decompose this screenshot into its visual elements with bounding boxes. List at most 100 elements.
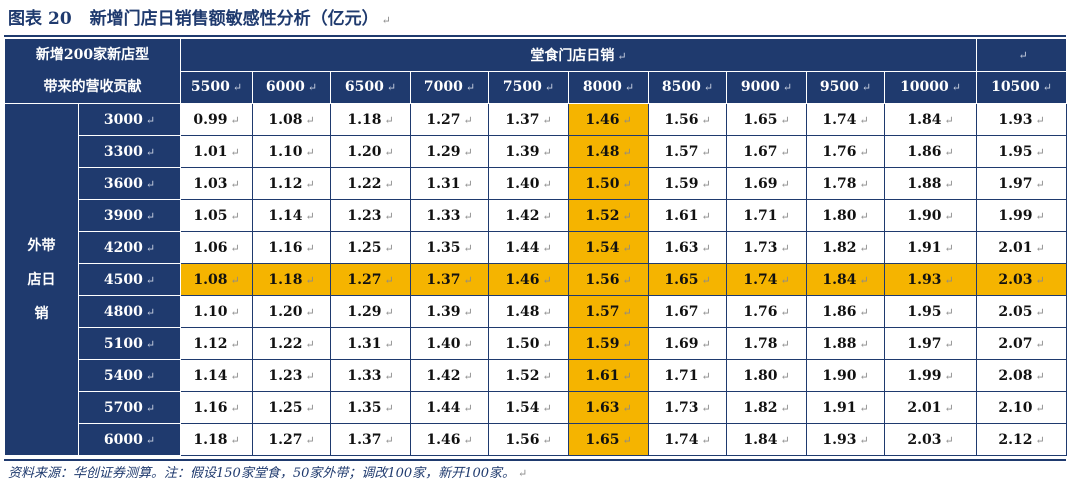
return-mark-icon: ↵ <box>701 433 711 447</box>
return-mark-icon: ↵ <box>381 14 391 27</box>
table-cell: 1.29 ↵ <box>330 295 412 328</box>
table-cell: 1.20 ↵ <box>252 295 332 328</box>
return-mark-icon: ↵ <box>305 241 315 255</box>
return-mark-icon: ↵ <box>622 401 632 415</box>
table-body: 外带 店日销 3000 ↵ 0.99 ↵ 1.08 ↵ 1.18 ↵ 1.27 ↵ 1.37 ↵ 1.46 ↵… <box>4 103 1068 456</box>
table-cell: 1.57 ↵ <box>648 135 728 168</box>
return-mark-icon: ↵ <box>230 241 240 255</box>
return-mark-icon: ↵ <box>1018 48 1028 62</box>
return-mark-icon: ↵ <box>542 273 552 287</box>
table-cell: 1.54 ↵ <box>488 391 570 424</box>
corner-line-1: 新增200家新店型 <box>35 47 150 63</box>
row-header: 3600 ↵ <box>77 167 182 200</box>
return-mark-icon: ↵ <box>859 401 869 415</box>
table-cell: 1.93 ↵ <box>806 423 886 456</box>
table-cell: 1.67 ↵ <box>648 295 728 328</box>
column-header: 10000 ↵ <box>884 70 978 104</box>
return-mark-icon: ↵ <box>542 337 552 351</box>
table-cell: 1.86 ↵ <box>806 295 886 328</box>
return-mark-icon: ↵ <box>1035 145 1045 159</box>
column-header: 9500 ↵ <box>806 70 886 104</box>
table-cell: 1.52 ↵ <box>488 359 570 392</box>
table-cell: 1.29 ↵ <box>410 135 490 168</box>
table-cell: 1.16 ↵ <box>252 231 332 264</box>
table-cell: 1.82 ↵ <box>726 391 808 424</box>
table-row: 3900 ↵ 1.05 ↵ 1.14 ↵ 1.23 ↵ 1.33 ↵ 1.42 ↵ 1.52 ↵ 1.61 ↵… <box>5 199 1068 232</box>
table-cell: 1.12 ↵ <box>180 327 254 360</box>
return-mark-icon: ↵ <box>701 113 711 127</box>
table-cell: 1.33 ↵ <box>330 359 412 392</box>
return-mark-icon: ↵ <box>305 337 315 351</box>
return-mark-icon: ↵ <box>622 337 632 351</box>
table-cell: 1.73 ↵ <box>726 231 808 264</box>
source-note: 资料来源：华创证券测算。注：假设150家堂食，50家外带；调改100家，新开10… <box>8 466 528 481</box>
table-cell: 1.16 ↵ <box>180 391 254 424</box>
return-mark-icon: ↵ <box>780 241 790 255</box>
return-mark-icon: ↵ <box>1035 177 1045 191</box>
table-cell: 1.80 ↵ <box>806 199 886 232</box>
return-mark-icon: ↵ <box>145 113 156 127</box>
return-mark-icon: ↵ <box>230 433 240 447</box>
row-header: 6000 ↵ <box>77 423 182 456</box>
return-mark-icon: ↵ <box>542 177 552 191</box>
table-cell: 1.78 ↵ <box>806 167 886 200</box>
table-cell: 1.91 ↵ <box>806 391 886 424</box>
table-row: 5400 ↵ 1.14 ↵ 1.23 ↵ 1.33 ↵ 1.42 ↵ 1.52 ↵ 1.61 ↵ 1.71 ↵… <box>5 359 1068 392</box>
return-mark-icon: ↵ <box>384 401 394 415</box>
row-header: 4500 ↵ <box>77 263 182 296</box>
return-mark-icon: ↵ <box>944 305 954 319</box>
return-mark-icon: ↵ <box>542 241 552 255</box>
row-group-header: 外带 店日销 <box>4 103 79 456</box>
table-row: 3300 ↵ 1.01 ↵ 1.10 ↵ 1.20 ↵ 1.29 ↵ 1.39 ↵ 1.48 ↵ 1.57 ↵… <box>5 135 1068 168</box>
table-cell: 1.40 ↵ <box>410 327 490 360</box>
row-header: 4200 ↵ <box>77 231 182 264</box>
return-mark-icon: ↵ <box>230 177 240 191</box>
return-mark-icon: ↵ <box>542 401 552 415</box>
return-mark-icon: ↵ <box>944 177 954 191</box>
return-mark-icon: ↵ <box>542 145 552 159</box>
table-cell: 1.03 ↵ <box>180 167 254 200</box>
return-mark-icon: ↵ <box>230 209 240 223</box>
table-cell: 1.35 ↵ <box>410 231 490 264</box>
table-cell: 2.07 ↵ <box>976 327 1068 360</box>
return-mark-icon: ↵ <box>463 209 473 223</box>
return-mark-icon: ↵ <box>1035 113 1045 127</box>
table-cell: 1.44 ↵ <box>410 391 490 424</box>
table-cell: 1.46 ↵ <box>568 103 650 136</box>
table-cell: 2.01 ↵ <box>884 391 978 424</box>
return-mark-icon: ↵ <box>542 113 552 127</box>
return-mark-icon: ↵ <box>780 209 790 223</box>
table-cell: 1.23 ↵ <box>330 199 412 232</box>
return-mark-icon: ↵ <box>859 145 869 159</box>
return-mark-icon: ↵ <box>859 241 869 255</box>
table-cell: 1.37 ↵ <box>330 423 412 456</box>
return-mark-icon: ↵ <box>780 273 790 287</box>
return-mark-icon: ↵ <box>703 81 714 95</box>
return-mark-icon: ↵ <box>1035 369 1045 383</box>
return-mark-icon: ↵ <box>305 145 315 159</box>
return-mark-icon: ↵ <box>463 273 473 287</box>
table-cell: 1.56 ↵ <box>488 423 570 456</box>
row-header: 4800 ↵ <box>77 295 182 328</box>
return-mark-icon: ↵ <box>230 401 240 415</box>
return-mark-icon: ↵ <box>859 433 869 447</box>
table-cell: 1.86 ↵ <box>884 135 978 168</box>
table-cell: 1.39 ↵ <box>488 135 570 168</box>
return-mark-icon: ↵ <box>305 401 315 415</box>
table-cell: 1.42 ↵ <box>410 359 490 392</box>
return-mark-icon: ↵ <box>230 305 240 319</box>
corner-line-2: 带来的营收贡献 <box>43 79 142 95</box>
table-cell: 1.18 ↵ <box>330 103 412 136</box>
column-header: 6000 ↵ <box>252 70 332 104</box>
return-mark-icon: ↵ <box>780 337 790 351</box>
corner-header: 新增200家新店型 带来的营收贡献 <box>3 38 182 104</box>
table-cell: 1.50 ↵ <box>488 327 570 360</box>
return-mark-icon: ↵ <box>780 145 790 159</box>
table-cell: 1.10 ↵ <box>252 135 332 168</box>
return-mark-icon: ↵ <box>145 273 156 287</box>
table-cell: 1.91 ↵ <box>884 231 978 264</box>
table-cell: 1.06 ↵ <box>180 231 254 264</box>
return-mark-icon: ↵ <box>780 113 790 127</box>
return-mark-icon: ↵ <box>944 241 954 255</box>
table-row: 3600 ↵ 1.03 ↵ 1.12 ↵ 1.22 ↵ 1.31 ↵ 1.40 ↵ 1.50 ↵ 1.59 ↵… <box>5 167 1068 200</box>
